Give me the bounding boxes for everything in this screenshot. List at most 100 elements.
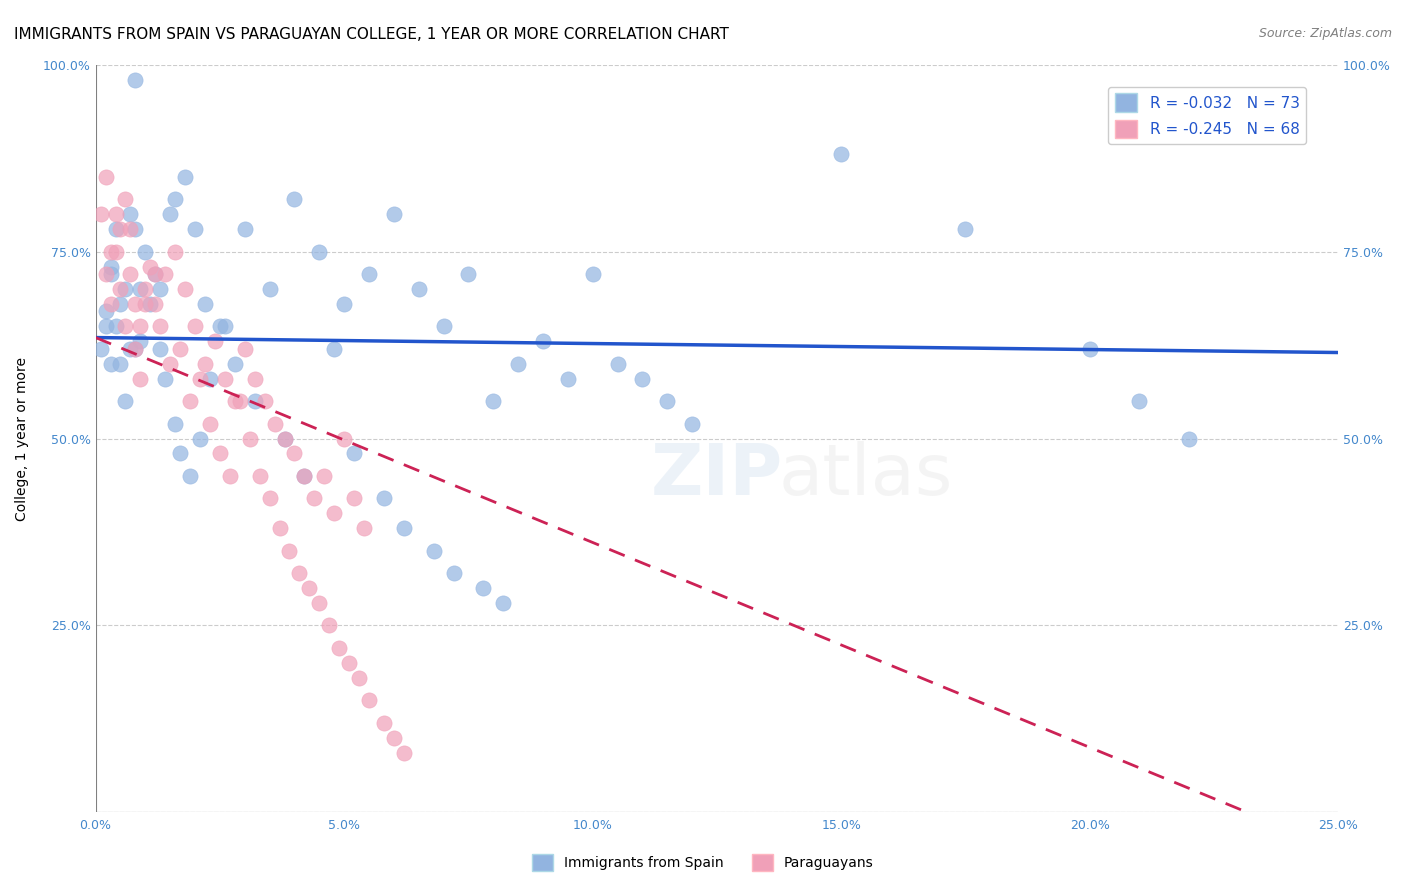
Point	[110, 222, 132, 236]
Point	[100, 260, 122, 274]
Point	[283, 192, 305, 206]
Point	[120, 222, 142, 236]
Point	[179, 469, 201, 483]
Point	[278, 543, 301, 558]
Point	[298, 581, 321, 595]
Point	[373, 491, 395, 506]
Point	[408, 282, 430, 296]
Point	[830, 147, 852, 161]
Point	[1178, 432, 1201, 446]
Point	[323, 506, 346, 520]
Point	[259, 282, 281, 296]
Point	[208, 319, 231, 334]
Point	[233, 342, 256, 356]
Point	[100, 357, 122, 371]
Point	[149, 282, 172, 296]
Point	[273, 432, 295, 446]
Point	[188, 432, 211, 446]
Point	[233, 222, 256, 236]
Point	[253, 394, 276, 409]
Point	[1128, 394, 1150, 409]
Point	[120, 267, 142, 281]
Point	[100, 267, 122, 281]
Point	[134, 282, 156, 296]
Point	[124, 297, 146, 311]
Point	[139, 260, 162, 274]
Point	[443, 566, 465, 581]
Point	[149, 342, 172, 356]
Point	[392, 521, 415, 535]
Point	[104, 207, 127, 221]
Point	[198, 372, 221, 386]
Point	[104, 222, 127, 236]
Point	[94, 267, 117, 281]
Point	[249, 469, 271, 483]
Point	[159, 357, 181, 371]
Point	[333, 297, 356, 311]
Point	[94, 304, 117, 318]
Point	[337, 656, 360, 670]
Point	[110, 282, 132, 296]
Point	[139, 297, 162, 311]
Point	[179, 394, 201, 409]
Point	[323, 342, 346, 356]
Point	[143, 267, 166, 281]
Point	[155, 267, 177, 281]
Point	[457, 267, 479, 281]
Point	[204, 334, 226, 349]
Point	[243, 372, 266, 386]
Point	[114, 319, 136, 334]
Point	[100, 244, 122, 259]
Point	[631, 372, 654, 386]
Point	[194, 357, 217, 371]
Point	[606, 357, 628, 371]
Point	[333, 432, 356, 446]
Point	[120, 342, 142, 356]
Point	[382, 731, 405, 745]
Point	[90, 342, 112, 356]
Point	[283, 446, 305, 460]
Point	[165, 417, 187, 431]
Point	[174, 282, 197, 296]
Point	[194, 297, 217, 311]
Point	[184, 222, 207, 236]
Y-axis label: College, 1 year or more: College, 1 year or more	[15, 357, 30, 521]
Point	[259, 491, 281, 506]
Point	[239, 432, 262, 446]
Point	[353, 521, 375, 535]
Point	[582, 267, 605, 281]
Point	[292, 469, 315, 483]
Text: Source: ZipAtlas.com: Source: ZipAtlas.com	[1258, 27, 1392, 40]
Point	[955, 222, 977, 236]
Point	[292, 469, 315, 483]
Point	[214, 319, 236, 334]
Point	[124, 342, 146, 356]
Point	[104, 244, 127, 259]
Point	[681, 417, 703, 431]
Point	[124, 222, 146, 236]
Point	[357, 267, 380, 281]
Point	[169, 342, 191, 356]
Point	[129, 319, 152, 334]
Point	[218, 469, 240, 483]
Point	[129, 372, 152, 386]
Point	[432, 319, 454, 334]
Point	[90, 207, 112, 221]
Point	[229, 394, 252, 409]
Point	[143, 297, 166, 311]
Point	[328, 640, 350, 655]
Point	[129, 282, 152, 296]
Text: IMMIGRANTS FROM SPAIN VS PARAGUAYAN COLLEGE, 1 YEAR OR MORE CORRELATION CHART: IMMIGRANTS FROM SPAIN VS PARAGUAYAN COLL…	[14, 27, 728, 42]
Point	[143, 267, 166, 281]
Point	[314, 469, 336, 483]
Point	[373, 715, 395, 730]
Point	[114, 394, 136, 409]
Point	[94, 169, 117, 184]
Text: ZIP: ZIP	[651, 442, 783, 510]
Point	[129, 334, 152, 349]
Point	[214, 372, 236, 386]
Point	[120, 207, 142, 221]
Point	[224, 394, 246, 409]
Point	[198, 417, 221, 431]
Point	[110, 297, 132, 311]
